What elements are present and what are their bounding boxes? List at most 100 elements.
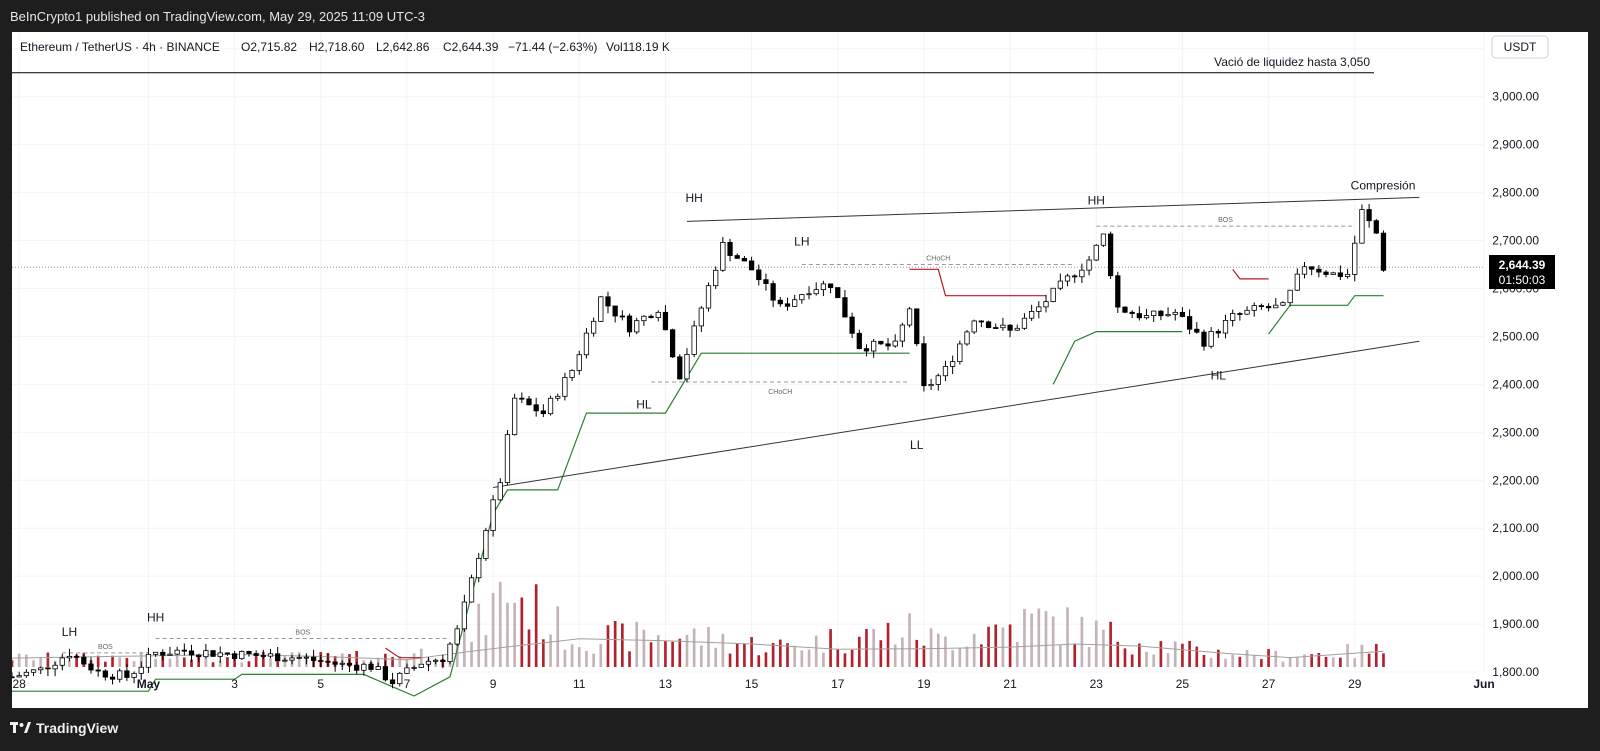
tradingview-logo-icon: [10, 722, 31, 733]
candle-body: [1115, 275, 1121, 308]
candle-body: [310, 656, 317, 661]
candle-body: [856, 332, 862, 350]
candle-body: [231, 653, 238, 660]
currency-button[interactable]: [1491, 35, 1549, 59]
candle-body: [928, 384, 934, 387]
candle-body: [921, 343, 927, 387]
candle-body: [1007, 324, 1013, 331]
change-value: −71.44 (−2.63%): [508, 40, 597, 54]
candle-body: [1301, 266, 1308, 275]
candle-body: [425, 660, 432, 665]
structure-break-label: CHoCH: [926, 256, 950, 263]
candle-body: [748, 260, 755, 271]
candle-body: [727, 241, 733, 256]
candle-body: [476, 558, 482, 579]
publisher-text: BeInCrypto1 published on TradingView.com…: [10, 9, 426, 24]
swing-label: LL: [910, 438, 924, 452]
candle-body: [619, 315, 625, 318]
candle-body: [820, 283, 827, 291]
footer-bar: TradingView: [0, 708, 1600, 751]
grid-lines: [12, 32, 1485, 673]
candle-body: [318, 660, 324, 662]
candle-body: [1093, 244, 1099, 261]
candle-body: [332, 661, 338, 665]
time-tick-label: 23: [1090, 677, 1104, 691]
volume-pane: [12, 581, 1385, 667]
candle-body: [382, 666, 389, 681]
chart-frame[interactable]: Vació de liquidez hasta 3,050 Compresión B…: [12, 32, 1588, 708]
candle-body: [66, 655, 73, 659]
candle-body: [88, 663, 94, 671]
candle-body: [1287, 289, 1293, 304]
candle-body: [468, 577, 475, 603]
candle-body: [203, 650, 209, 658]
candle-body: [1265, 305, 1272, 309]
candle-body: [662, 311, 669, 331]
candle-body: [289, 657, 295, 661]
compression-label: Compresión: [1351, 178, 1416, 192]
candle-body: [368, 663, 374, 670]
resistance-trailing-line: [909, 268, 1046, 297]
price-tick-label: 2,300.00: [1492, 425, 1539, 439]
time-tick-label: 29: [1348, 677, 1362, 691]
candle-body: [777, 299, 783, 305]
candle-body: [354, 664, 360, 671]
time-tick-label: Jun: [1473, 677, 1494, 691]
candle-body: [648, 315, 654, 319]
tradingview-logo[interactable]: TradingView: [10, 720, 118, 736]
structure-break-label: BOS: [295, 629, 310, 636]
candle-body: [634, 320, 640, 333]
candle-body: [698, 307, 704, 327]
publisher-bar: BeInCrypto1 published on TradingView.com…: [0, 0, 1600, 32]
price-chart[interactable]: Vació de liquidez hasta 3,050 Compresión B…: [12, 32, 1588, 708]
swing-label: HL: [636, 397, 652, 411]
candle-body: [1129, 311, 1135, 314]
price-tick-label: 2,000.00: [1492, 569, 1539, 583]
candle-body: [12, 676, 15, 679]
time-tick-label: 7: [404, 677, 411, 691]
last-price-badge: [1489, 255, 1555, 289]
candle-body: [145, 653, 152, 668]
time-tick-label: 19: [917, 677, 931, 691]
candlestick-series[interactable]: [12, 204, 1387, 689]
candle-body: [935, 375, 941, 385]
candle-body: [109, 676, 116, 680]
candle-body: [490, 499, 496, 531]
candle-body: [375, 666, 381, 670]
time-tick-label: 11: [573, 677, 586, 691]
price-tick-label: 2,500.00: [1492, 329, 1539, 343]
close-value: C2,644.39: [443, 40, 499, 54]
time-tick-label: 21: [1003, 677, 1017, 691]
candle-body: [792, 299, 798, 307]
candle-body: [404, 667, 410, 674]
candle-body: [1172, 311, 1178, 315]
swing-label: HH: [147, 611, 164, 625]
candle-body: [1380, 232, 1387, 271]
candle-body: [899, 324, 906, 342]
candle-body: [784, 303, 791, 307]
candle-body: [1064, 275, 1071, 282]
price-axis[interactable]: 1,800.00 1,900.00 2,000.00 2,100.00 2,200.00…: [1492, 42, 1539, 679]
candle-body: [971, 320, 977, 333]
candle-body: [677, 356, 683, 380]
candle-body: [734, 255, 740, 259]
candle-body: [1280, 302, 1286, 306]
candle-body: [418, 663, 424, 668]
candle-body: [461, 601, 467, 630]
resistance-trailing-line: [1232, 268, 1269, 280]
candle-body: [562, 377, 568, 397]
candle-body: [1208, 331, 1214, 347]
candle-body: [705, 285, 712, 309]
price-tick-label: 2,700.00: [1492, 234, 1539, 248]
candle-body: [626, 315, 633, 333]
candle-body: [547, 397, 554, 415]
candle-body: [1215, 331, 1221, 334]
last-price-value: 2,644.39: [1499, 258, 1546, 272]
candle-body: [411, 667, 417, 669]
candle-body: [878, 340, 884, 345]
candle-body: [296, 656, 302, 659]
candle-body: [1029, 311, 1035, 319]
low-value: L2,642.86: [376, 40, 430, 54]
time-axis[interactable]: 28 May 3 5 7 9 11 13 15 17 19 21 23 25 27 29 Jun: [13, 677, 1495, 691]
candle-body: [1143, 315, 1150, 319]
